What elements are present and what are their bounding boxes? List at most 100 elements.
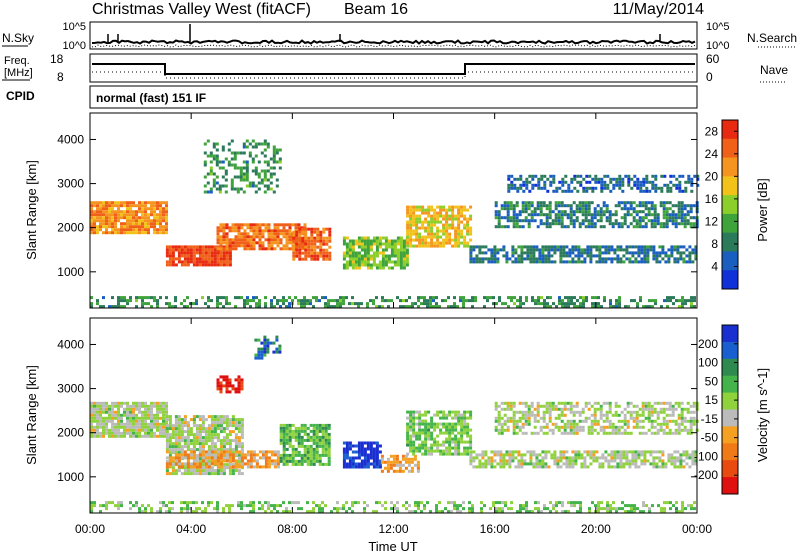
heatmap-cell [240,418,244,422]
heatmap-cell [674,204,678,208]
heatmap-cell [481,245,485,249]
heatmap-cell [509,207,513,211]
heatmap-cell [105,422,108,426]
heatmap-cell [548,419,552,423]
heatmap-cell [466,428,470,432]
heatmap-cell [300,459,304,463]
heatmap-cell [297,426,301,430]
heatmap-cell [222,260,226,264]
heatmap-cell [519,296,522,300]
heatmap-cell [521,416,525,420]
heatmap-cell [102,407,105,411]
heatmap-cell [636,305,639,309]
heatmap-cell [295,239,299,243]
heatmap-cell [282,426,286,430]
freq-tick-bottom: 8 [57,70,64,84]
heatmap-cell [177,465,181,469]
heatmap-cell [357,441,361,445]
heatmap-cell [503,225,507,229]
heatmap-cell [264,450,268,454]
heatmap-cell [123,213,126,217]
heatmap-cell [318,459,322,463]
heatmap-cell [681,302,684,306]
heatmap-cell [322,236,326,240]
heatmap-cell [213,433,217,437]
heatmap-cell [427,220,431,224]
heatmap-cell [547,254,551,258]
heatmap-cell [369,266,373,270]
heatmap-cell [513,183,517,187]
heatmap-cell [418,205,422,209]
heatmap-cell [622,260,626,264]
heatmap-cell [228,238,232,242]
heatmap-cell [537,186,541,190]
heatmap-cell [186,254,190,258]
heatmap-cell [304,257,308,261]
heatmap-cell [252,223,256,227]
heatmap-cell [541,254,545,258]
heatmap-cell [676,260,680,264]
heatmap-cell [566,213,570,217]
heatmap-cell [567,305,570,309]
heatmap-cell [536,225,540,229]
heatmap-cell [613,450,617,454]
heatmap-cell [510,174,514,178]
heatmap-cell [591,302,594,306]
heatmap-cell [427,205,431,209]
heatmap-cell [141,201,144,205]
heatmap-cell [354,465,358,469]
heatmap-cell [243,244,247,248]
heatmap-cell [688,245,692,249]
heatmap-cell [494,213,498,217]
heatmap-cell [369,242,373,246]
heatmap-cell [640,450,644,454]
heatmap-cell [105,431,108,435]
heatmap-cell [617,419,621,423]
heatmap-cell [616,245,620,249]
heatmap-cell [410,457,414,461]
heatmap-cell [183,439,187,443]
heatmap-cell [636,183,640,187]
heatmap-cell [448,425,452,429]
heatmap-cell [288,305,291,309]
heatmap-cell [617,404,621,408]
heatmap-cell [102,207,105,211]
heatmap-cell [204,469,208,473]
heatmap-cell [288,429,292,433]
heatmap-cell [587,222,591,226]
heatmap-cell [345,296,348,300]
heatmap-cell [451,428,455,432]
heatmap-cell [624,174,628,178]
heatmap-cell [150,419,153,423]
heatmap-cell [156,222,159,226]
heatmap-cell [685,260,689,264]
heatmap-cell [517,459,521,463]
heatmap-cell [345,251,349,255]
heatmap-cell [204,251,208,255]
heatmap-cell [150,305,153,309]
heatmap-cell [192,450,196,454]
heatmap-cell [409,238,413,242]
heatmap-cell [144,413,147,417]
heatmap-cell [195,299,198,303]
heatmap-cell [282,429,286,433]
heatmap-cell [177,260,181,264]
heatmap-cell [288,232,292,236]
heatmap-cell [605,410,609,414]
heatmap-cell [586,453,590,457]
heatmap-cell [445,440,449,444]
heatmap-cell [165,201,168,205]
heatmap-cell [313,236,317,240]
heatmap-cell [261,223,265,227]
heatmap-cell [270,244,274,248]
heatmap-cell [260,181,264,185]
heatmap-cell [153,204,156,208]
heatmap-cell [282,244,286,248]
heatmap-cell [261,229,265,233]
heatmap-cell [168,456,172,460]
heatmap-cell [581,201,585,205]
heatmap-cell [510,299,513,303]
heatmap-cell [521,401,525,405]
heatmap-cell [632,419,636,423]
heatmap-cell [632,219,636,223]
